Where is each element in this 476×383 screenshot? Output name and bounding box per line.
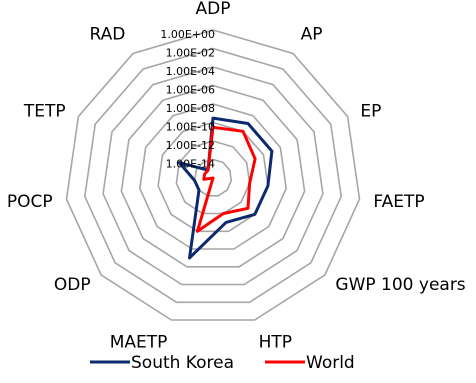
tick-label: 1.00E-12 — [166, 139, 215, 152]
radar-tick-labels: 1.00E+00 1.00E-02 1.00E-04 1.00E-06 1.00E-08… — [160, 28, 215, 171]
axis-label-adp: ADP — [196, 0, 231, 19]
tick-label: 1.00E-08 — [166, 102, 215, 115]
tick-label: 1.00E-06 — [166, 84, 215, 97]
chart-legend: South Korea World — [90, 353, 355, 373]
tick-label: 1.00E-10 — [166, 121, 215, 134]
tick-label: 1.00E+00 — [160, 28, 215, 41]
axis-label-pocp: POCP — [7, 192, 53, 212]
axis-label-odp: ODP — [54, 275, 91, 295]
axis-label-gwp-100-years: GWP 100 years — [335, 275, 465, 295]
grid-ring — [102, 66, 324, 286]
grid-ring — [157, 121, 269, 233]
axis-label-faetp: FAETP — [373, 192, 424, 212]
legend-label: South Korea — [131, 353, 234, 373]
grid-ring — [83, 47, 343, 304]
axis-label-maetp: MAETP — [110, 332, 168, 352]
axis-label-rad: RAD — [90, 25, 126, 45]
grid-ring — [138, 103, 288, 250]
radar-axis-labels: ADP AP EP FAETP GWP 100 years HTP MAETP ODP POCP… — [7, 0, 466, 352]
tick-label: 1.00E-14 — [166, 158, 215, 171]
series-line-world — [195, 125, 257, 233]
radar-series — [177, 116, 274, 260]
radar-grid — [65, 29, 361, 321]
axis-label-ap: AP — [301, 25, 323, 45]
grid-ring — [120, 84, 306, 268]
grid-ring — [193, 158, 233, 197]
tick-label: 1.00E-02 — [166, 47, 215, 60]
grid-ring — [65, 29, 361, 321]
axis-label-tetp: TETP — [23, 102, 66, 122]
series-line-south-korea — [177, 116, 274, 260]
legend-label: World — [306, 353, 355, 373]
tick-label: 1.00E-04 — [166, 65, 215, 78]
axis-label-htp: HTP — [259, 332, 292, 352]
grid-ring — [175, 140, 251, 215]
axis-label-ep: EP — [360, 102, 381, 122]
